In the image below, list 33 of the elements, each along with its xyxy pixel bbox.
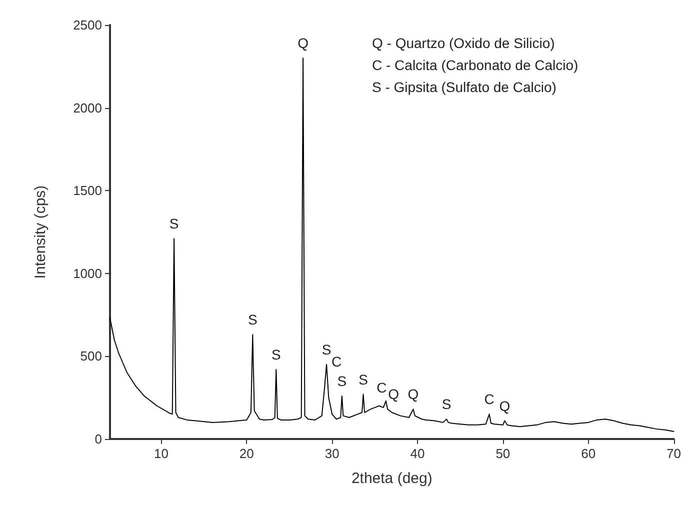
- x-tick-label: 50: [496, 446, 510, 461]
- y-tick-label: 500: [80, 348, 102, 364]
- x-tick-label: 60: [581, 446, 596, 461]
- annotation: Q - Quartzo (Oxido de Silicio): [372, 35, 555, 51]
- y-tick-label: 2500: [73, 18, 102, 32]
- x-axis-title: 2theta (deg): [351, 470, 432, 487]
- annotation: Q: [298, 35, 309, 52]
- annotation: S: [442, 396, 452, 412]
- y-axis-title: Intensity (cps): [32, 185, 49, 279]
- x-tick-label: 20: [239, 446, 254, 461]
- annotation: C: [331, 353, 342, 370]
- annotation: S: [271, 346, 281, 362]
- annotation: S - Gipsita (Sulfato de Calcio): [372, 79, 556, 95]
- annotation: S: [248, 312, 258, 328]
- x-tick-label: 30: [324, 446, 340, 461]
- line-series: [110, 58, 674, 432]
- annotation: C: [484, 391, 494, 408]
- annotation: C: [376, 380, 387, 396]
- y-tick-label: 2000: [73, 100, 102, 116]
- annotation: C - Calcita (Carbonato de Calcio): [372, 57, 578, 73]
- y-tick-label: 0: [94, 432, 102, 446]
- x-tick-label: 40: [410, 446, 425, 461]
- annotation: S: [337, 372, 347, 389]
- annotation: Q: [499, 398, 510, 414]
- annotation: S: [169, 216, 179, 232]
- y-tick-label: 1500: [73, 183, 102, 198]
- y-tick-label: 1000: [73, 266, 102, 281]
- annotation: Q: [388, 386, 400, 402]
- annotation: S: [322, 341, 332, 358]
- annotation: Q: [408, 386, 419, 402]
- annotation: S: [358, 371, 368, 388]
- x-tick-label: 70: [666, 446, 682, 461]
- x-tick-label: 10: [154, 446, 168, 461]
